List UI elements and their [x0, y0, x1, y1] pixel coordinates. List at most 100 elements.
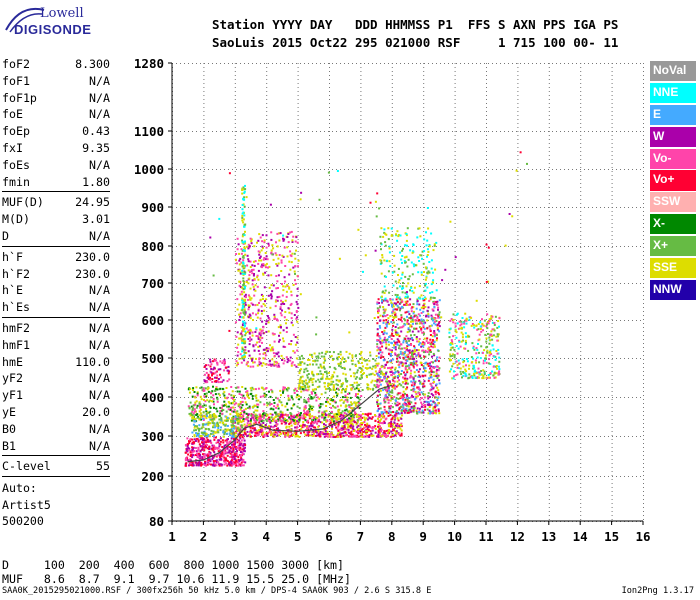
echo-point: [197, 439, 200, 442]
echo-point: [301, 417, 304, 420]
echo-point: [238, 357, 241, 360]
echo-point: [366, 388, 369, 391]
echo-point: [488, 354, 491, 357]
echo-point: [258, 361, 261, 363]
echo-point: [268, 286, 271, 289]
echo-point: [396, 239, 399, 242]
echo-point: [381, 301, 384, 304]
echo-point: [189, 401, 192, 404]
echo-point: [242, 266, 245, 269]
echo-point: [322, 414, 325, 417]
echo-point: [401, 249, 404, 252]
echo-point: [206, 440, 209, 443]
echo-point: [361, 389, 364, 391]
echo-point: [230, 451, 233, 454]
echo-point: [306, 374, 309, 377]
echo-point: [219, 387, 222, 390]
echo-point: [332, 351, 335, 354]
echo-point: [238, 259, 241, 262]
echo-point: [275, 275, 278, 277]
echo-point: [257, 262, 260, 265]
echo-point: [296, 275, 299, 278]
echo-point: [306, 427, 309, 429]
echo-point: [374, 414, 376, 416]
echo-point: [434, 320, 437, 323]
echo-point: [390, 227, 393, 230]
echo-point: [425, 231, 427, 234]
echo-point: [217, 368, 220, 371]
echo-point: [329, 403, 332, 406]
echo-point: [386, 321, 389, 324]
echo-point: [234, 455, 237, 458]
echo-point: [360, 375, 363, 378]
echo-point: [299, 387, 302, 390]
echo-point: [407, 349, 410, 352]
echo-point: [412, 360, 415, 363]
echo-point: [339, 404, 342, 407]
echo-point: [266, 320, 269, 323]
echo-point: [341, 356, 344, 359]
echo-point: [282, 362, 285, 365]
echo-point: [472, 345, 475, 348]
param-row: foEp 0.43: [2, 123, 110, 140]
echo-point: [253, 288, 256, 291]
echo-point: [238, 280, 241, 283]
echo-point: [324, 430, 327, 433]
echo-point: [241, 334, 244, 337]
echo-point: [423, 271, 425, 273]
echo-point: [233, 400, 236, 403]
echo-point: [422, 371, 425, 373]
param-separator: [2, 191, 110, 193]
echo-point: [382, 389, 385, 392]
logo-arc-icon: [5, 8, 45, 33]
echo-point: [302, 357, 305, 360]
echo-point: [393, 317, 396, 319]
echo-point: [272, 247, 275, 250]
echo-point: [254, 260, 257, 263]
echo-point: [281, 302, 284, 305]
echo-point: [269, 306, 272, 309]
echo-point: [461, 336, 464, 339]
echo-point: [356, 371, 359, 374]
echo-point: [403, 259, 406, 262]
echo-point: [411, 319, 414, 321]
echo-point: [430, 376, 433, 379]
echo-point: [465, 364, 467, 367]
param-name: hmF2: [2, 320, 30, 335]
echo-point: [327, 415, 330, 418]
echo-point: [271, 413, 274, 416]
echo-point: [394, 280, 397, 283]
echo-point: [222, 404, 225, 407]
echo-point: [203, 453, 206, 456]
y-tick-label: 400: [141, 390, 164, 405]
param-row: fxI 9.35: [2, 140, 110, 157]
echo-point: [348, 410, 351, 413]
echo-point: [400, 397, 403, 400]
echo-point: [407, 357, 410, 360]
param-name: h`Es: [2, 300, 30, 315]
echo-point: [418, 411, 421, 413]
echo-point: [430, 324, 433, 327]
echo-point: [438, 379, 441, 382]
echo-point: [237, 439, 240, 442]
echo-point: [406, 341, 408, 344]
echo-point: [423, 327, 426, 330]
echo-point: [408, 339, 411, 342]
echo-point: [412, 395, 415, 398]
echo-point: [491, 338, 494, 341]
echo-point: [385, 332, 388, 335]
echo-point: [298, 418, 301, 421]
echo-point: [342, 426, 344, 429]
echo-point: [486, 323, 488, 326]
echo-point: [290, 343, 292, 346]
echo-point: [399, 298, 402, 301]
echo-point: [489, 372, 492, 375]
echo-point: [201, 458, 204, 461]
echo-point: [426, 255, 428, 258]
echo-point: [224, 457, 227, 460]
echo-point: [411, 355, 414, 358]
echo-point: [335, 418, 338, 421]
echo-point: [249, 429, 252, 432]
echo-point: [191, 456, 194, 459]
